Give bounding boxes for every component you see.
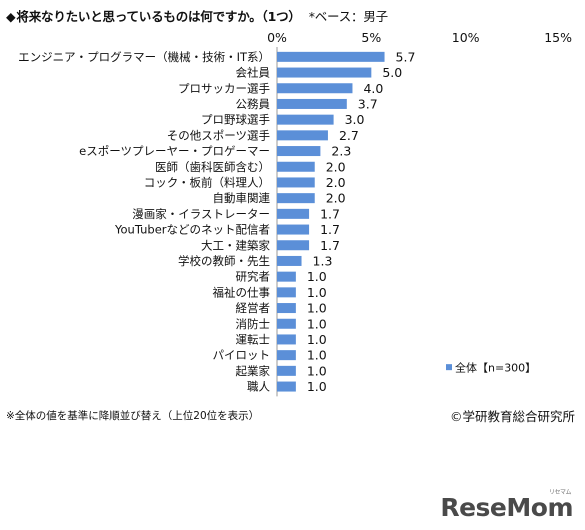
bar — [277, 67, 372, 78]
title-base-note: *ベース：男子 — [308, 9, 388, 24]
category-label: プロ野球選手 — [201, 113, 270, 127]
data-label: 2.0 — [326, 191, 346, 206]
data-label: 1.0 — [307, 269, 327, 284]
data-label: 2.3 — [331, 144, 351, 159]
category-label: 会社員 — [236, 66, 271, 80]
footnote: ※全体の値を基準に降順並び替え（上位20位を表示） — [6, 410, 260, 422]
x-tick-label: 0% — [267, 30, 287, 45]
bar — [277, 271, 296, 282]
data-label: 1.7 — [320, 238, 340, 253]
bar — [277, 365, 296, 376]
bar — [277, 318, 296, 329]
bar — [277, 255, 302, 266]
data-label: 1.0 — [307, 332, 327, 347]
logo-text: ReseMom — [440, 493, 573, 522]
title-marker: ◆ — [6, 9, 16, 24]
data-label: 2.0 — [326, 159, 346, 174]
bar — [277, 114, 334, 125]
category-label: 経営者 — [236, 301, 271, 315]
bar — [277, 208, 310, 219]
resemom-logo: ReseMom リセマム — [440, 489, 573, 522]
bar-chart: 0% 5% 10% 15% エンジニア・プログラマー（機械・技術・IT系） 5.7 会社員 5… — [18, 30, 572, 397]
data-label: 1.0 — [307, 301, 327, 316]
bar — [277, 381, 296, 392]
data-label: 1.3 — [313, 253, 333, 268]
title-text: 将来なりたいと思っているものは何ですか。（1つ） — [16, 9, 301, 24]
category-label: 学校の教師・先生 — [178, 254, 270, 268]
bar — [277, 350, 296, 361]
category-label: プロサッカー選手 — [178, 81, 270, 95]
bar — [277, 83, 353, 94]
category-label: 消防士 — [236, 317, 271, 331]
data-label: 1.7 — [320, 222, 340, 237]
category-label: 公務員 — [236, 97, 271, 111]
data-label: 5.0 — [382, 65, 402, 80]
x-tick-label: 10% — [452, 30, 480, 45]
data-label: 2.0 — [326, 175, 346, 190]
data-label: 2.7 — [339, 128, 359, 143]
category-label: 職人 — [247, 380, 270, 394]
data-label: 1.0 — [307, 348, 327, 363]
chart-title: ◆将来なりたいと思っているものは何ですか。（1つ） *ベース：男子 — [6, 6, 388, 25]
data-label: 1.7 — [320, 206, 340, 221]
data-label: 4.0 — [363, 81, 383, 96]
x-tick-label: 5% — [361, 30, 381, 45]
bar — [277, 240, 310, 251]
data-label: 5.7 — [396, 49, 416, 64]
category-label: 自動車関連 — [213, 191, 271, 205]
category-label: コック・板前（料理人） — [144, 175, 270, 189]
bar — [277, 303, 296, 314]
bar — [277, 98, 347, 109]
category-label: その他スポーツ選手 — [167, 128, 270, 142]
bar — [277, 177, 315, 188]
bar — [277, 224, 310, 235]
data-label: 3.7 — [358, 96, 378, 111]
category-label: 漫画家・イラストレーター — [132, 207, 270, 221]
data-label: 1.0 — [307, 316, 327, 331]
category-label: 起業家 — [236, 364, 271, 378]
legend-swatch — [446, 364, 452, 371]
data-label: 1.0 — [307, 363, 327, 378]
bar — [277, 146, 321, 157]
category-label: 運転士 — [236, 332, 271, 346]
category-label: 大工・建築家 — [201, 238, 270, 252]
legend-label: 全体【n=300】 — [455, 361, 536, 375]
category-label: パイロット — [213, 348, 271, 362]
category-label: 福祉の仕事 — [213, 285, 271, 299]
data-label: 1.0 — [307, 285, 327, 300]
data-label: 1.0 — [307, 379, 327, 394]
category-label: エンジニア・プログラマー（機械・技術・IT系） — [18, 50, 270, 64]
data-label: 3.0 — [345, 112, 365, 127]
bar — [277, 334, 296, 345]
x-tick-label: 15% — [544, 30, 572, 45]
bar — [277, 161, 315, 172]
category-label: YouTuberなどのネット配信者 — [114, 223, 270, 237]
category-label: 研究者 — [236, 270, 271, 284]
logo-ruby: リセマム — [548, 489, 572, 496]
bar — [277, 193, 315, 204]
bar — [277, 287, 296, 298]
copyright-text: ©学研教育総合研究所 — [449, 409, 575, 424]
category-label: eスポーツプレーヤー・プロゲーマー — [79, 144, 270, 158]
category-label: 医師（歯科医師含む） — [155, 160, 270, 174]
bar — [277, 51, 385, 62]
bar — [277, 130, 328, 141]
